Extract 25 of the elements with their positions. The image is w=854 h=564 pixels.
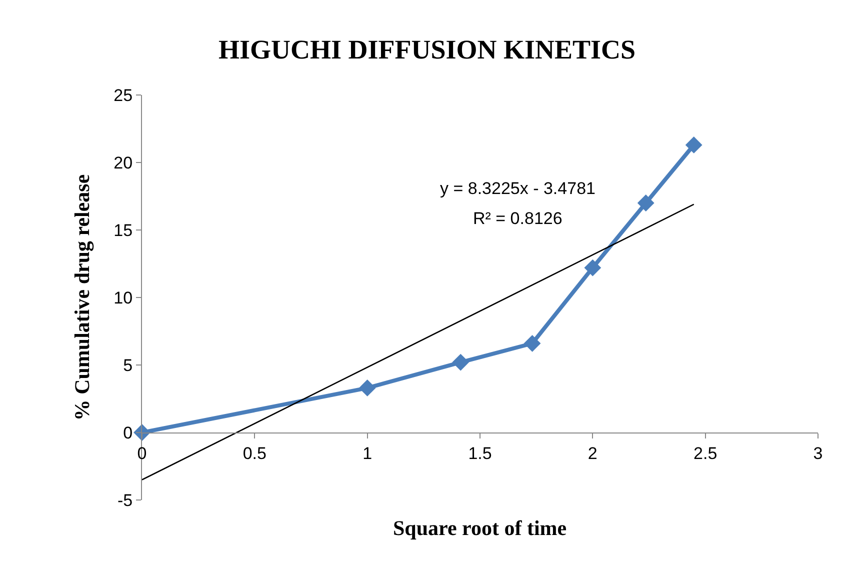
- x-tick-label: 1.5: [468, 444, 492, 463]
- x-tick-label: 0: [137, 444, 147, 463]
- point: [358, 380, 376, 396]
- annotation: R² = 0.8126: [473, 209, 562, 228]
- y-tick-label: 10: [114, 288, 133, 308]
- y-tick-label: 25: [114, 86, 133, 105]
- y-tick-label: -5: [117, 490, 133, 510]
- point: [637, 194, 654, 212]
- y-tick-label: 0: [123, 423, 133, 442]
- point: [452, 354, 470, 371]
- y-axis-title: % Cumulative drug release: [70, 174, 94, 421]
- chart-title: HIGUCHI DIFFUSION KINETICS: [218, 34, 636, 64]
- y-tick-label: 15: [114, 220, 133, 240]
- point: [584, 259, 602, 276]
- y-tick-label: 20: [114, 153, 133, 172]
- x-tick-label: 2.5: [694, 444, 718, 463]
- x-tick-label: 3: [813, 444, 823, 463]
- y-tick-label: 5: [123, 356, 133, 375]
- x-tick-label: 0.5: [242, 444, 266, 463]
- point: [685, 136, 702, 154]
- x-tick-label: 1: [362, 444, 372, 463]
- annotation: y = 8.3225x - 3.4781: [440, 179, 596, 198]
- x-tick-label: 2: [588, 444, 598, 463]
- x-axis-title: Square root of time: [393, 516, 567, 540]
- point: [524, 334, 541, 352]
